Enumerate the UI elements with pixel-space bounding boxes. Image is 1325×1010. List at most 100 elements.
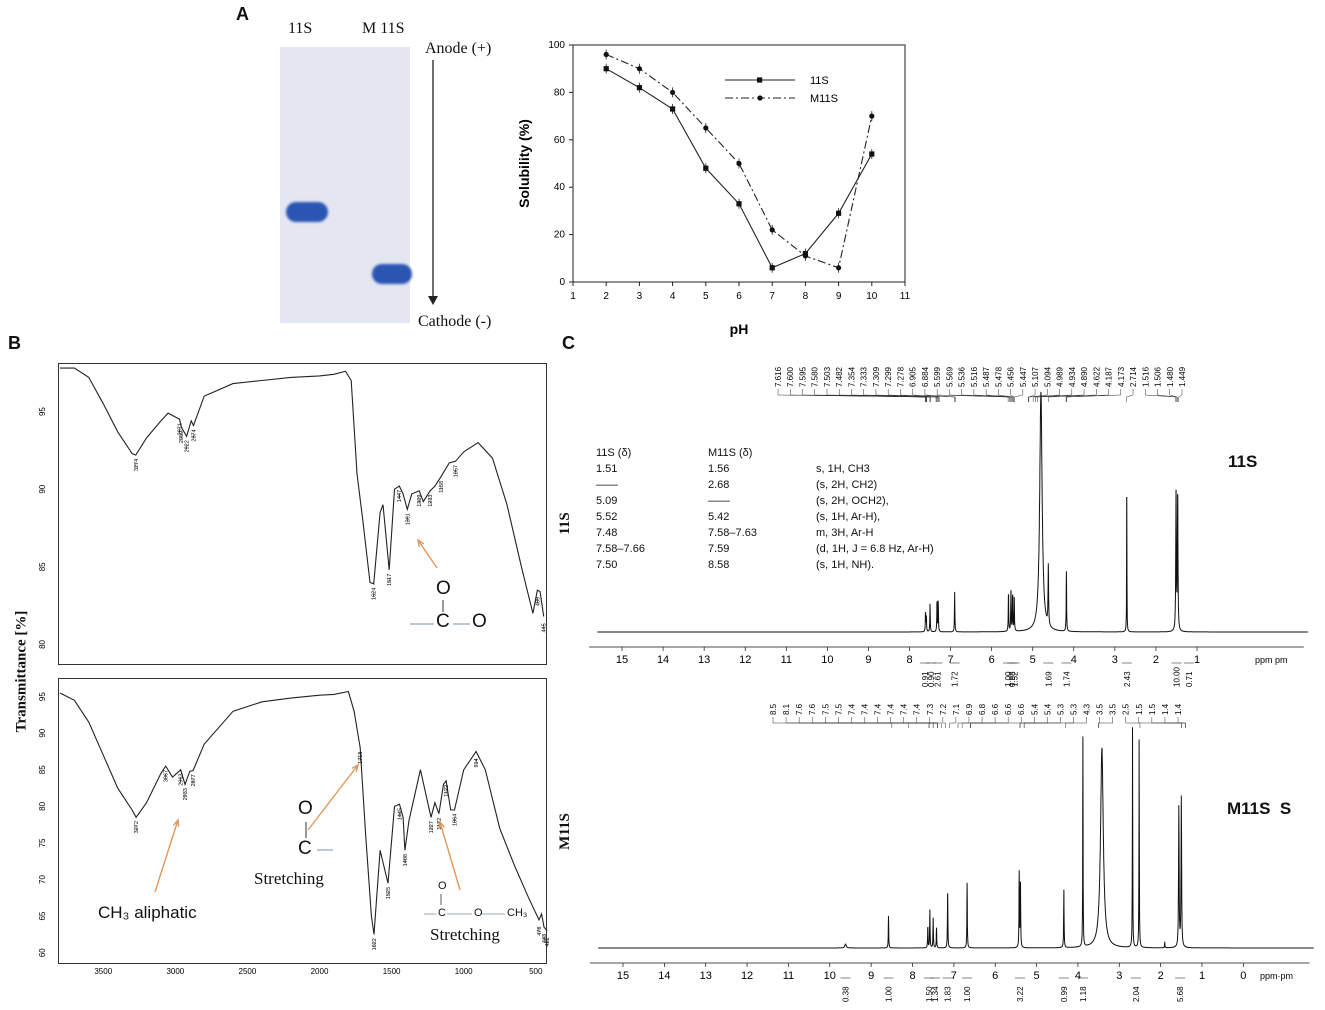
nmr-bottom-integral: 1.50 [925, 986, 934, 1002]
table-header-11s: 11S (δ) [596, 447, 632, 459]
nmr-top-shift-label-leader [1126, 389, 1134, 402]
nmr-top-shift-label-leader [949, 389, 1010, 402]
nmr-bottom-shift-label: 5.3 [1069, 703, 1078, 715]
ester-arrow-head [416, 538, 425, 548]
nmr-bottom-shift-label-leader [1023, 717, 1074, 728]
nmr-bottom-shift-label-leader [1065, 717, 1087, 728]
nmr-bottom-shift-label: 6.9 [965, 703, 974, 715]
nmr-bottom-axis-tick-label: 3 [1116, 970, 1122, 982]
nmr-bottom-shift-label: 6.6 [991, 703, 1000, 715]
nmr-top-shift-label: 5.516 [970, 366, 979, 387]
nmr-bottom-shift-label: 6.8 [978, 703, 987, 715]
y-tick-label: 40 [554, 182, 566, 193]
ftir-top-peak-label: 1233 [428, 495, 434, 507]
table-cell: (s, 2H, OCH2), [816, 495, 889, 507]
table-cell: 8.58 [708, 559, 730, 571]
nmr-bottom-shift-label: 7.5 [834, 703, 843, 715]
data-point-M11S [670, 89, 676, 95]
nmr-bottom-shift-label-leader [1023, 717, 1061, 728]
ftir-bottom-peak-label: 421 [545, 938, 551, 947]
table-cell: (d, 1H, J = 6.8 Hz, Ar-H) [816, 543, 934, 555]
ftir-top-peak-label: 2874 [192, 429, 198, 441]
nmr-bottom-axis-tick-label: 2 [1158, 970, 1164, 982]
table-cell: 5.09 [596, 495, 618, 507]
data-point-11S [869, 151, 875, 157]
panel-b-label: B [8, 333, 21, 353]
ftir-bottom-peak-label: 1408 [403, 854, 409, 866]
nmr-bottom-axis-tick-label: 9 [868, 970, 874, 982]
nmr-bottom-shift-label-leader [1138, 717, 1182, 728]
nmr-top-shift-label: 1.449 [1178, 366, 1187, 387]
nmr-top-shift-label-leader [1178, 389, 1183, 402]
table-cell: 7.48 [596, 527, 618, 539]
nmr-top-shift-label-leader [1047, 389, 1097, 402]
nmr-top-shift-label: 7.482 [835, 366, 844, 387]
ester2-arrow-head [438, 820, 445, 830]
nmr-bottom-shift-label: 7.4 [913, 703, 922, 715]
nmr-bottom-shift-label-leader [957, 717, 970, 728]
nmr-top-integral: 0.91 [921, 671, 930, 687]
ftir-bottom-peak-label: 2963 [179, 774, 185, 786]
nmr-bottom-shift-label: 7.6 [795, 703, 804, 715]
table-cell: —— [708, 495, 730, 507]
x-tick-label: 11 [900, 291, 911, 302]
ftir-bottom-peak-label: 2877 [191, 774, 197, 786]
ftir-top-peak-label: 3274 [134, 459, 140, 471]
nmr-bottom-shift-label-leader [798, 717, 930, 728]
nmr-top-shift-label-leader [924, 389, 956, 402]
nmr-bottom-shift-label-leader [1164, 717, 1186, 728]
ftir-top-peak-label: 1309 [417, 495, 423, 507]
nmr-bottom-axis-tick-label: 15 [617, 970, 629, 982]
carbonyl-c-label: C [298, 838, 312, 859]
nmr-bottom-shift-label-leader [772, 717, 893, 728]
nmr-top-shift-label: 6.884 [921, 366, 930, 387]
nmr-top-shift-label-leader [1028, 389, 1048, 402]
nmr-top-integral: 0.98 [1008, 671, 1017, 687]
carbonyl-arrow [307, 764, 359, 831]
nmr-bottom-shift-label-leader [970, 717, 996, 728]
nmr-bottom-shift-label: 1.5 [1135, 703, 1144, 715]
legend-label: M11S [810, 93, 838, 105]
ftir-bottom-peak-label: 3272 [134, 821, 140, 833]
nmr-bottom-axis-tick-label: 11 [783, 970, 794, 982]
nmr-bottom-shift-label: 8.5 [769, 703, 778, 715]
nmr-top-shift-label-leader [1036, 389, 1085, 402]
table-cell: 7.58–7.66 [596, 543, 645, 555]
ftir-top-peak-label: 1624 [372, 588, 378, 600]
ftir-x-tick: 1500 [383, 967, 401, 976]
nmr-bottom-shift-label: 6.6 [1017, 703, 1026, 715]
ftir-bottom-peak-label: 914 [474, 758, 480, 767]
nmr-bottom-shift-label-leader [825, 717, 934, 728]
nmr-top-axis-tick-label: 9 [865, 654, 871, 666]
nmr-bottom-shift-label-leader [970, 717, 1022, 728]
migration-arrow [428, 60, 438, 305]
ftir-top-peak-label: 1057 [453, 465, 459, 477]
nmr-bottom-shift-label: 7.4 [874, 703, 883, 715]
ftir-top-y-tick: 85 [38, 562, 47, 571]
x-tick-label: 8 [803, 291, 809, 302]
ftir-bottom-y-tick: 80 [38, 801, 47, 810]
ftir-x-tick: 3000 [166, 967, 184, 976]
legend-marker [757, 77, 763, 83]
nmr-top-shift-label: 7.299 [884, 366, 893, 387]
nmr-top-shift-label-leader [900, 389, 940, 402]
nmr-bottom-shift-label-leader [929, 717, 942, 728]
nmr-top-axis-tick-label: 13 [698, 654, 710, 666]
ftir-top-frame [58, 363, 547, 665]
ch3-arrow-head [172, 818, 180, 828]
nmr-top-shift-label: 5.107 [1031, 366, 1040, 387]
panel-a-label: A [236, 4, 249, 24]
nmr-bottom-shift-label: 7.2 [939, 703, 948, 715]
nmr-bottom-shift-label: 7.3 [926, 703, 935, 715]
table-cell: 5.52 [596, 511, 618, 523]
nmr-top-shift-label: 7.616 [774, 366, 783, 387]
nmr-top-axis-tick-label: 5 [1030, 654, 1036, 666]
ftir-bottom-y-tick: 90 [38, 728, 47, 737]
nmr-top-shift-label: 5.487 [982, 366, 991, 387]
nmr-top-integral: 2.61 [933, 671, 942, 687]
nmr-top-integral: 1.52 [1011, 671, 1020, 687]
nmr-top-shift-label-leader [1014, 389, 1024, 402]
nmr-top-shift-label: 4.934 [1068, 366, 1077, 387]
nmr-bottom-shift-label-leader [877, 717, 938, 728]
nmr-top-integral: 1.72 [951, 671, 960, 687]
